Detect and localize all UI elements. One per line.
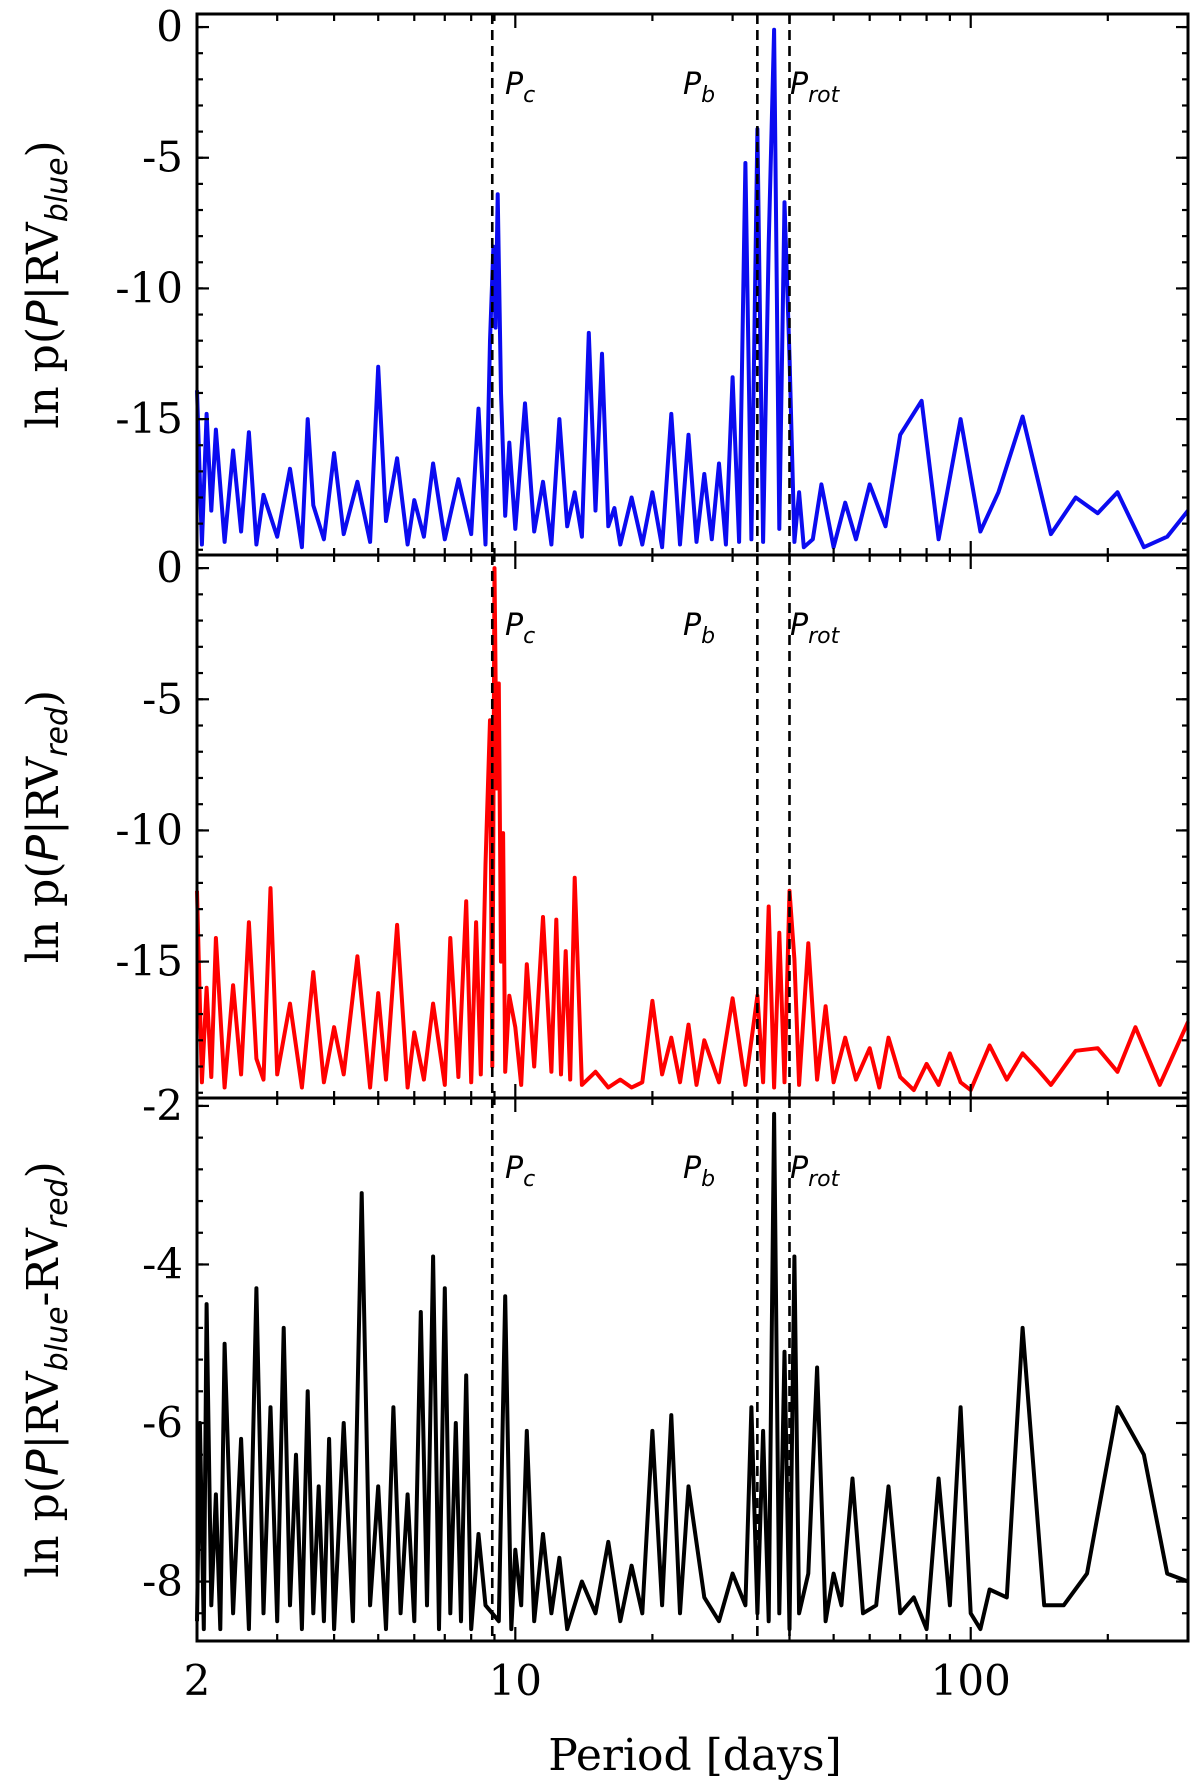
series-line-RVred bbox=[195, 566, 1190, 1093]
y-tick-label: -15 bbox=[115, 937, 183, 986]
period-label-rot: Prot bbox=[790, 1151, 841, 1192]
y-tick-label: -15 bbox=[115, 394, 183, 443]
period-label-c: Pc bbox=[505, 1151, 535, 1192]
y-tick-label: 0 bbox=[156, 543, 183, 592]
x-tick-label: 10 bbox=[489, 1656, 542, 1705]
y-axis-title: ln p(P|RVblue-RVred) bbox=[18, 1161, 75, 1578]
y-tick-label: -10 bbox=[115, 263, 183, 312]
series-line-RVblue bbox=[195, 27, 1190, 550]
y-tick-label: -5 bbox=[142, 133, 183, 182]
y-axis-title: ln p(P|RVblue) bbox=[18, 140, 75, 428]
y-tick-label: -10 bbox=[115, 805, 183, 854]
period-label-rot: Prot bbox=[790, 608, 841, 649]
x-axis-title: Period [days] bbox=[548, 1730, 842, 1781]
y-tick-label: -5 bbox=[142, 674, 183, 723]
y-tick-label: 0 bbox=[156, 2, 183, 51]
y-axis-title: ln p(P|RVred) bbox=[18, 690, 75, 963]
y-tick-label: -8 bbox=[142, 1557, 183, 1606]
period-label-b: Pb bbox=[683, 67, 715, 108]
panel-difference: -2 -4 -6 -8 ln p(P|RVblue-RVred) Pc Pb Prot 2 10 1… bbox=[18, 1081, 1190, 1705]
period-label-b: Pb bbox=[683, 608, 715, 649]
period-label-c: Pc bbox=[505, 67, 535, 108]
period-label-b: Pb bbox=[683, 1151, 715, 1192]
plot-frame bbox=[195, 1096, 1190, 1643]
x-tick-label: 2 bbox=[184, 1656, 211, 1705]
y-tick-label: -6 bbox=[142, 1398, 183, 1447]
panel-blue: 0 -5 -10 -15 ln p(P|RVblue) Pc Pb Prot bbox=[18, 2, 1190, 557]
y-tick-label: -2 bbox=[142, 1081, 183, 1130]
y-tick-label: -4 bbox=[142, 1239, 183, 1288]
period-label-rot: Prot bbox=[790, 67, 841, 108]
period-label-c: Pc bbox=[505, 608, 535, 649]
panel-red: 0 -5 -10 -15 ln p(P|RVred) Pc Pb Prot bbox=[18, 543, 1190, 1100]
series-line-RVblue-RVred bbox=[195, 1111, 1189, 1632]
x-tick-label: 100 bbox=[931, 1656, 1011, 1705]
